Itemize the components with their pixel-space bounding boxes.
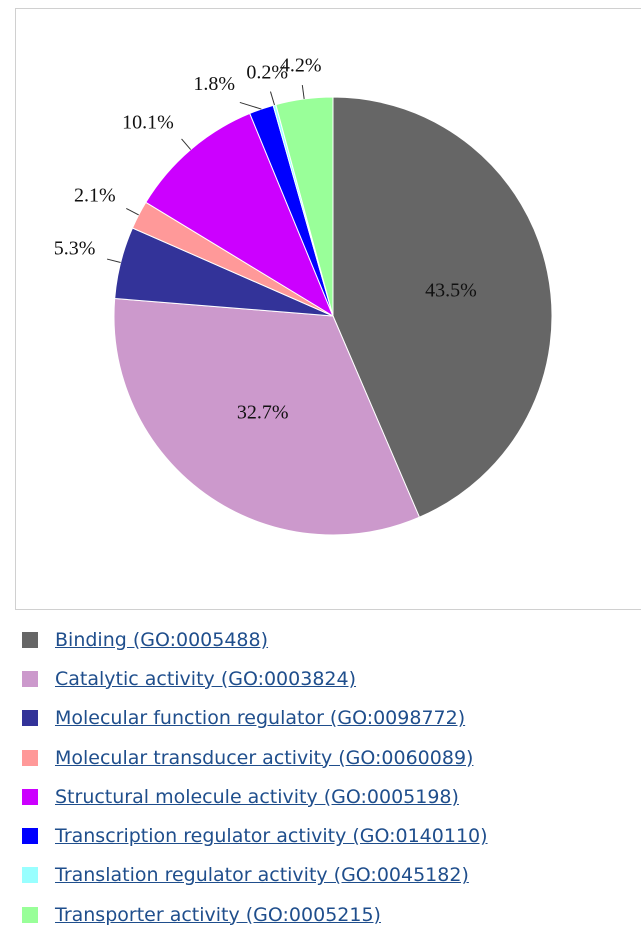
legend-link[interactable]: Molecular transducer activity (GO:006008… (55, 746, 474, 769)
legend-swatch (22, 867, 38, 884)
legend-item: Molecular function regulator (GO:0098772… (22, 699, 488, 738)
legend-swatch (22, 631, 38, 648)
leader-line (181, 138, 192, 150)
chart-frame (15, 8, 641, 610)
legend-item: Binding (GO:0005488) (22, 620, 488, 659)
data-label: 4.2% (280, 55, 322, 77)
legend-link[interactable]: Translation regulator activity (GO:00451… (55, 864, 469, 887)
legend: Binding (GO:0005488) Catalytic activity (… (22, 620, 488, 934)
legend-item: Transporter activity (GO:0005215) (22, 895, 488, 934)
data-label: 32.7% (237, 401, 289, 423)
legend-swatch (22, 788, 38, 805)
data-label: 43.5% (425, 279, 477, 301)
legend-item: Translation regulator activity (GO:00451… (22, 856, 488, 895)
legend-link[interactable]: Catalytic activity (GO:0003824) (55, 667, 357, 690)
legend-item: Molecular transducer activity (GO:006008… (22, 738, 488, 777)
legend-item: Structural molecule activity (GO:0005198… (22, 777, 488, 816)
legend-swatch (22, 710, 38, 727)
chart: 43.5% 32.7% 5.3% 2.1% 10.1% 1.8% 0.2%4.2% (54, 55, 553, 536)
legend-link[interactable]: Molecular function regulator (GO:0098772… (55, 707, 466, 730)
legend-link[interactable]: Structural molecule activity (GO:0005198… (55, 785, 459, 808)
legend-swatch (22, 906, 38, 923)
legend-link[interactable]: Binding (GO:0005488) (55, 628, 269, 651)
legend-swatch (22, 828, 38, 845)
data-label: 5.3% (54, 238, 96, 260)
data-label: 1.8% (193, 73, 235, 95)
leader-line (269, 91, 275, 106)
legend-link[interactable]: Transcription regulator activity (GO:014… (55, 825, 488, 848)
legend-swatch (22, 749, 38, 766)
pie-slice (275, 96, 334, 317)
pie-slice (332, 96, 553, 518)
legend-item: Catalytic activity (GO:0003824) (22, 659, 488, 698)
leader-line (106, 258, 121, 263)
leader-line (126, 208, 139, 216)
data-label: 10.1% (122, 111, 174, 133)
legend-swatch (22, 670, 38, 687)
pie-slice (113, 297, 421, 536)
leader-line (301, 84, 305, 99)
leader-line (239, 101, 262, 110)
data-label: 0.2% (246, 62, 288, 84)
data-label: 2.1% (74, 185, 116, 207)
pie-slice (145, 112, 335, 318)
legend-item: Transcription regulator activity (GO:014… (22, 816, 488, 855)
legend-link[interactable]: Transporter activity (GO:0005215) (55, 903, 381, 926)
